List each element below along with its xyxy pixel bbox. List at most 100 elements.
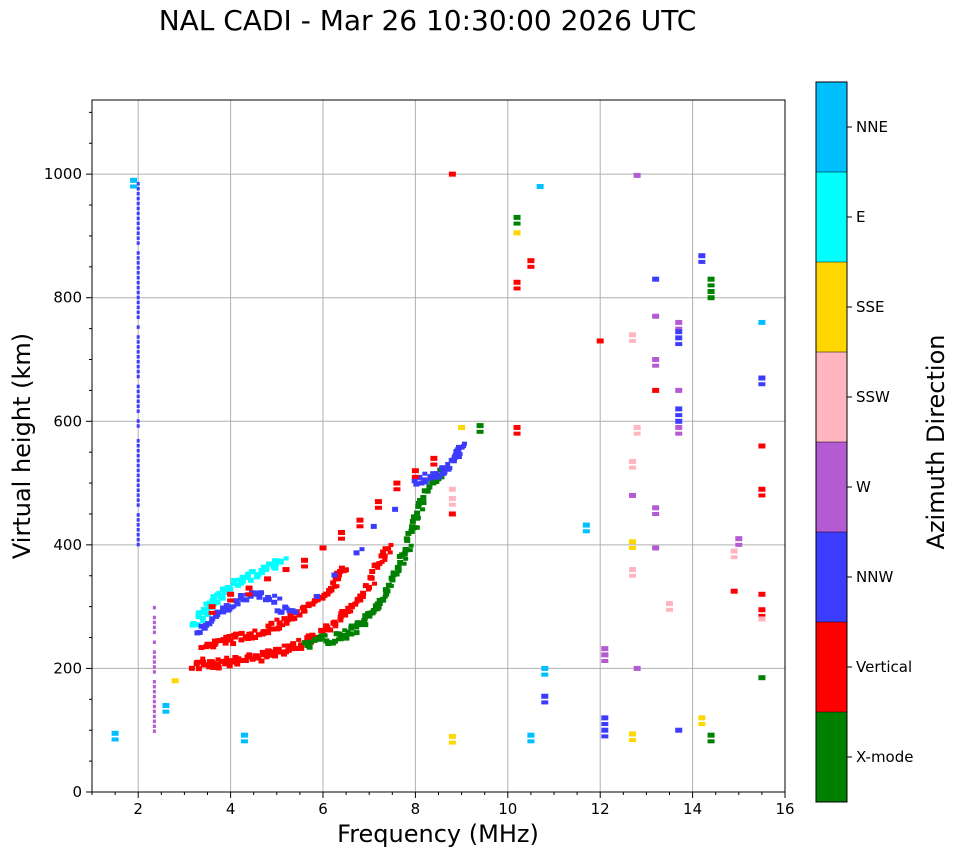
trace-mark — [276, 620, 283, 626]
trace-mark — [348, 623, 355, 629]
trace-mark — [267, 652, 274, 658]
streak-mark — [136, 478, 140, 483]
trace-mark — [353, 630, 360, 636]
streak-mark — [136, 325, 140, 329]
trace-mark — [352, 601, 359, 607]
echo-mark — [448, 171, 456, 177]
trace-mark — [269, 626, 276, 632]
trace-mark — [337, 636, 344, 642]
streak-mark — [136, 453, 140, 458]
streak-mark — [136, 542, 140, 547]
echo-mark — [707, 295, 715, 301]
trace-mark — [218, 658, 225, 664]
echo-mark — [629, 338, 637, 343]
echo-mark — [356, 517, 364, 523]
trace-mark — [306, 644, 313, 650]
trace-mark — [378, 553, 385, 559]
echo-mark — [758, 616, 766, 622]
trace-mark — [344, 609, 351, 615]
trace-mark — [234, 661, 241, 667]
echo-mark — [111, 730, 119, 736]
trace-mark — [418, 480, 425, 486]
colorbar-segment — [816, 622, 847, 712]
echo-mark — [758, 675, 766, 681]
streak-mark — [136, 345, 140, 349]
y-tick-label: 800 — [53, 289, 82, 307]
trace-mark — [420, 495, 427, 501]
trace-mark — [226, 661, 233, 667]
trace-mark — [246, 652, 253, 658]
trace-mark — [433, 478, 440, 484]
echo-mark — [707, 289, 715, 295]
trace-mark — [195, 614, 202, 620]
trace-mark — [188, 665, 195, 671]
colorbar-tick-label: NNW — [856, 568, 893, 586]
streak-mark — [152, 650, 156, 654]
trace-mark — [228, 604, 235, 610]
trace-mark — [252, 628, 258, 633]
trace-mark — [204, 607, 210, 612]
echo-mark — [245, 585, 253, 591]
echo-mark — [111, 737, 119, 742]
trace-mark — [277, 649, 284, 655]
streak-mark — [136, 315, 140, 319]
trace-mark — [318, 635, 325, 641]
streak-mark — [136, 532, 140, 537]
echo-mark — [758, 493, 766, 498]
trace-mark — [266, 596, 273, 602]
trace-mark — [277, 559, 284, 565]
trace-mark — [347, 631, 354, 637]
streak-mark — [136, 399, 140, 404]
trace-mark — [210, 664, 217, 670]
echo-mark — [633, 172, 641, 178]
echo-mark — [758, 319, 766, 325]
trace-mark — [200, 659, 207, 665]
streak-mark — [136, 226, 140, 231]
streak-mark — [136, 275, 140, 280]
echo-mark — [707, 283, 715, 288]
trace-mark — [376, 561, 383, 567]
streak-mark — [152, 689, 156, 694]
echo-mark — [448, 733, 456, 739]
trace-mark — [441, 469, 448, 475]
trace-mark — [268, 620, 275, 626]
streak-mark — [136, 285, 140, 290]
streak-mark — [136, 503, 140, 507]
trace-mark — [420, 507, 426, 512]
x-tick-label: 8 — [411, 800, 421, 818]
trace-mark — [210, 594, 217, 600]
trace-mark — [224, 655, 230, 660]
trace-mark — [397, 559, 404, 565]
streak-mark — [136, 444, 140, 448]
streak-mark — [152, 714, 156, 719]
trace-mark — [296, 637, 302, 642]
echo-mark — [162, 709, 170, 714]
streak-mark — [136, 463, 140, 468]
streak-mark — [136, 374, 140, 379]
trace-mark — [319, 595, 326, 601]
trace-mark — [205, 621, 212, 627]
streak-mark — [152, 655, 156, 659]
trace-mark — [382, 594, 388, 599]
streak-mark — [136, 424, 140, 428]
trace-mark — [244, 636, 251, 642]
trace-mark — [248, 569, 255, 575]
trace-mark — [300, 604, 307, 610]
echo-mark — [301, 557, 309, 563]
streak-mark — [136, 280, 140, 285]
streak-mark — [136, 221, 140, 226]
trace-mark — [411, 514, 418, 520]
echo-mark — [629, 567, 637, 573]
trace-mark — [342, 567, 349, 573]
streak-mark — [136, 350, 140, 354]
trace-mark — [209, 660, 216, 666]
streak-mark — [136, 211, 140, 216]
trace-mark — [325, 640, 332, 646]
trace-mark — [238, 637, 245, 643]
trace-mark — [409, 518, 416, 524]
echo-mark — [337, 536, 345, 541]
trace-mark — [372, 581, 378, 586]
trace-mark — [375, 607, 381, 612]
streak-mark — [152, 605, 156, 610]
